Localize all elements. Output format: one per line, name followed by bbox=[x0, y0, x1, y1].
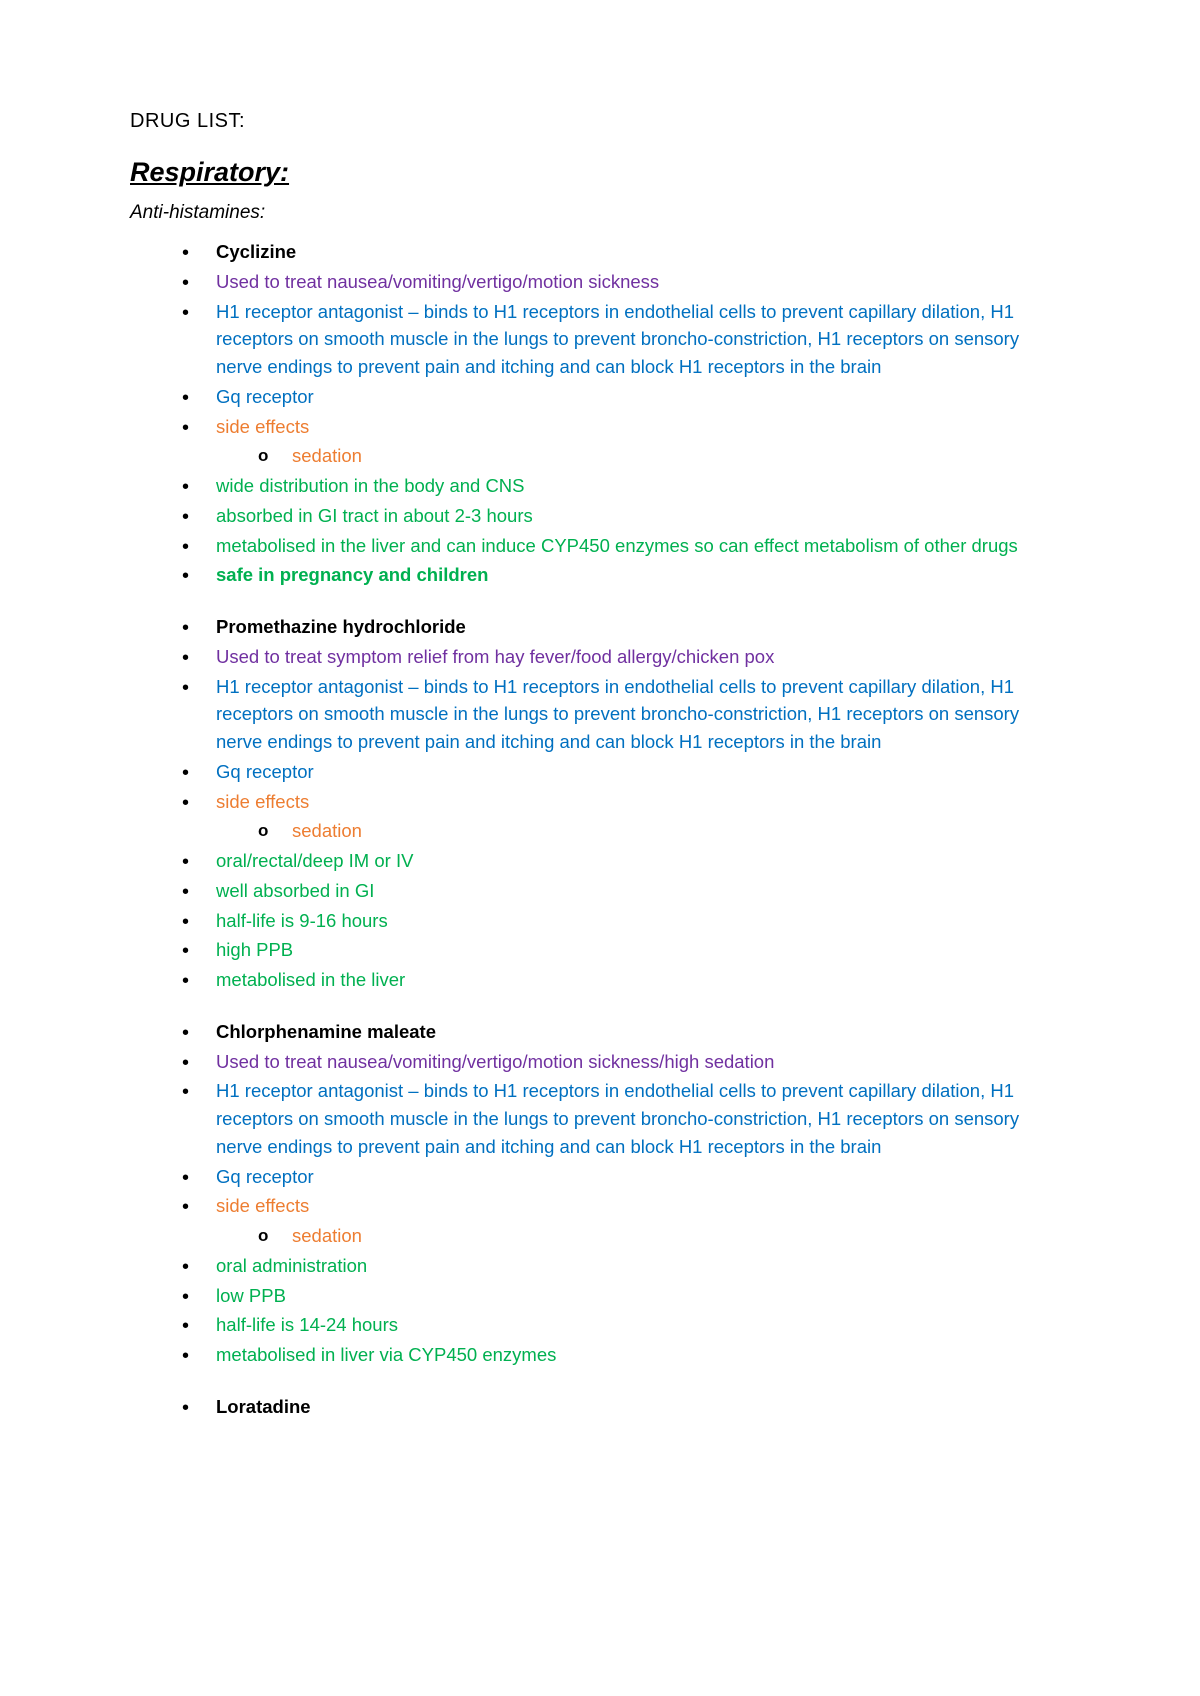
drug-detail-text: high PPB bbox=[216, 939, 293, 960]
drug-detail: side effects sedation bbox=[214, 413, 1070, 471]
drug-detail-text: side effects bbox=[216, 791, 309, 812]
sub-list-item-text: sedation bbox=[292, 445, 362, 466]
drug-detail: half-life is 14-24 hours bbox=[214, 1311, 1070, 1339]
drug-name-text: Promethazine hydrochloride bbox=[216, 616, 466, 637]
drug-detail: half-life is 9-16 hours bbox=[214, 907, 1070, 935]
drug-detail-text: H1 receptor antagonist – binds to H1 rec… bbox=[216, 301, 1019, 378]
drug-detail-text: metabolised in the liver bbox=[216, 969, 405, 990]
drug-detail-text: H1 receptor antagonist – binds to H1 rec… bbox=[216, 676, 1019, 753]
sub-list-item: sedation bbox=[292, 1222, 1070, 1250]
sub-list: sedation bbox=[216, 817, 1070, 845]
drug-detail: oral/rectal/deep IM or IV bbox=[214, 847, 1070, 875]
drug-detail: side effects sedation bbox=[214, 788, 1070, 846]
drug-name-text: Loratadine bbox=[216, 1396, 311, 1417]
drug-detail: metabolised in the liver and can induce … bbox=[214, 532, 1070, 560]
drug-detail: safe in pregnancy and children bbox=[214, 561, 1070, 589]
drug-detail: absorbed in GI tract in about 2-3 hours bbox=[214, 502, 1070, 530]
drug-detail: oral administration bbox=[214, 1252, 1070, 1280]
drug-detail: Gq receptor bbox=[214, 758, 1070, 786]
drug-detail-text: low PPB bbox=[216, 1285, 286, 1306]
drug-detail-text: half-life is 14-24 hours bbox=[216, 1314, 398, 1335]
drug-name: Promethazine hydrochloride bbox=[214, 613, 1070, 641]
drug-detail-text: Gq receptor bbox=[216, 386, 314, 407]
document-page: DRUG LIST: Respiratory: Anti-histamines:… bbox=[0, 0, 1200, 1696]
drug-detail: Gq receptor bbox=[214, 1163, 1070, 1191]
drug-name: Chlorphenamine maleate bbox=[214, 1018, 1070, 1046]
drug-detail-text: absorbed in GI tract in about 2-3 hours bbox=[216, 505, 533, 526]
drug-detail: high PPB bbox=[214, 936, 1070, 964]
section-heading: Respiratory: bbox=[130, 157, 1070, 188]
drug-list: Cyclizine Used to treat nausea/vomiting/v… bbox=[130, 238, 1070, 1421]
drug-detail-text: metabolised in liver via CYP450 enzymes bbox=[216, 1344, 556, 1365]
sub-list-item-text: sedation bbox=[292, 1225, 362, 1246]
sub-list-item-text: sedation bbox=[292, 820, 362, 841]
drug-detail-text: wide distribution in the body and CNS bbox=[216, 475, 525, 496]
drug-detail-text: Used to treat symptom relief from hay fe… bbox=[216, 646, 774, 667]
drug-name-text: Chlorphenamine maleate bbox=[216, 1021, 436, 1042]
drug-detail: wide distribution in the body and CNS bbox=[214, 472, 1070, 500]
sub-list: sedation bbox=[216, 442, 1070, 470]
drug-detail-text: oral/rectal/deep IM or IV bbox=[216, 850, 413, 871]
drug-detail-text: Used to treat nausea/vomiting/vertigo/mo… bbox=[216, 1051, 774, 1072]
drug-detail-text: metabolised in the liver and can induce … bbox=[216, 535, 1018, 556]
drug-detail-text: side effects bbox=[216, 1195, 309, 1216]
sub-list: sedation bbox=[216, 1222, 1070, 1250]
drug-detail-text: safe in pregnancy and children bbox=[216, 564, 488, 585]
sub-heading: Anti-histamines: bbox=[130, 202, 1070, 224]
drug-name: Cyclizine bbox=[214, 238, 1070, 266]
page-title: DRUG LIST: bbox=[130, 110, 1070, 133]
sub-list-item: sedation bbox=[292, 442, 1070, 470]
drug-detail: low PPB bbox=[214, 1282, 1070, 1310]
drug-name: Loratadine bbox=[214, 1393, 1070, 1421]
drug-detail-text: Used to treat nausea/vomiting/vertigo/mo… bbox=[216, 271, 659, 292]
sub-list-item: sedation bbox=[292, 817, 1070, 845]
drug-detail: metabolised in the liver bbox=[214, 966, 1070, 994]
drug-name-text: Cyclizine bbox=[216, 241, 296, 262]
drug-detail: metabolised in liver via CYP450 enzymes bbox=[214, 1341, 1070, 1369]
drug-detail-text: Gq receptor bbox=[216, 1166, 314, 1187]
drug-detail-text: half-life is 9-16 hours bbox=[216, 910, 388, 931]
drug-detail: H1 receptor antagonist – binds to H1 rec… bbox=[214, 673, 1070, 756]
drug-detail: Gq receptor bbox=[214, 383, 1070, 411]
drug-detail: Used to treat nausea/vomiting/vertigo/mo… bbox=[214, 268, 1070, 296]
drug-detail: well absorbed in GI bbox=[214, 877, 1070, 905]
drug-detail-text: H1 receptor antagonist – binds to H1 rec… bbox=[216, 1080, 1019, 1157]
drug-detail: Used to treat symptom relief from hay fe… bbox=[214, 643, 1070, 671]
drug-detail: side effects sedation bbox=[214, 1192, 1070, 1250]
drug-detail: H1 receptor antagonist – binds to H1 rec… bbox=[214, 1077, 1070, 1160]
drug-detail: H1 receptor antagonist – binds to H1 rec… bbox=[214, 298, 1070, 381]
drug-detail-text: well absorbed in GI bbox=[216, 880, 374, 901]
drug-detail-text: side effects bbox=[216, 416, 309, 437]
drug-detail: Used to treat nausea/vomiting/vertigo/mo… bbox=[214, 1048, 1070, 1076]
drug-detail-text: oral administration bbox=[216, 1255, 367, 1276]
drug-detail-text: Gq receptor bbox=[216, 761, 314, 782]
